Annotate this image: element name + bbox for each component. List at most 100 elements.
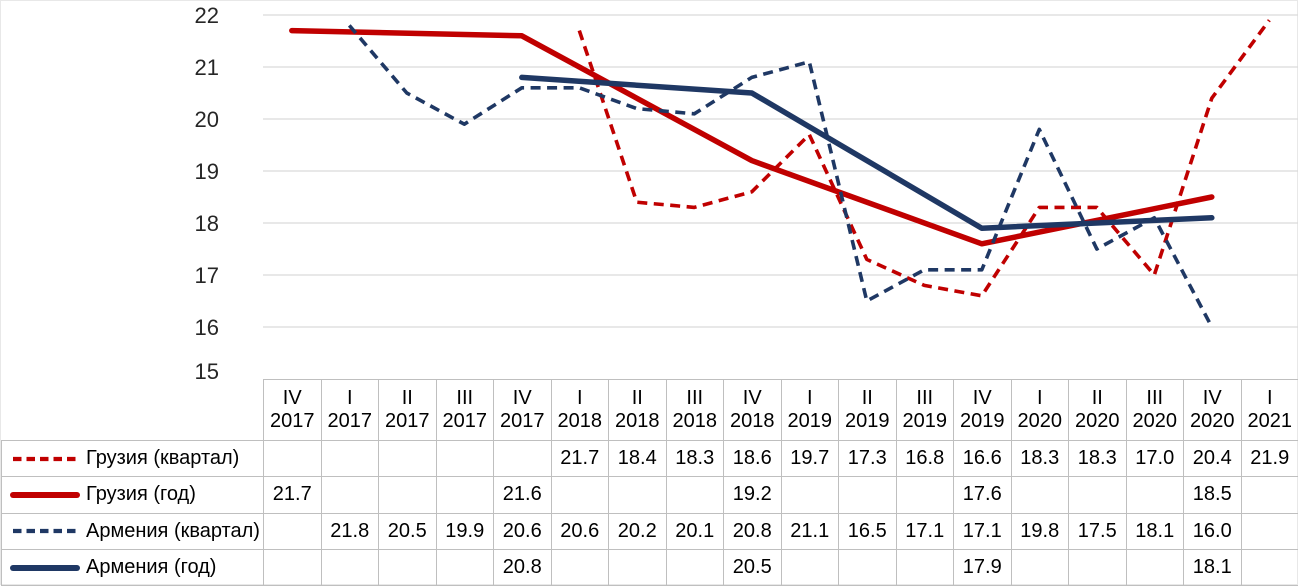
value-cell <box>1069 549 1127 585</box>
year-label: 2020 <box>1069 410 1126 433</box>
value-cell: 18.1 <box>1126 513 1184 549</box>
value-cell <box>839 477 897 513</box>
value-cell: 20.5 <box>379 513 437 549</box>
quarter-label: I <box>1242 387 1298 410</box>
series-name-label: Армения (квартал) <box>86 520 260 543</box>
value-cell <box>1126 477 1184 513</box>
series-name-label: Грузия (год) <box>86 483 196 506</box>
value-cell: 21.8 <box>321 513 379 549</box>
georgia-quarter-line <box>579 20 1269 296</box>
year-label: 2019 <box>897 410 954 433</box>
value-cell: 17.5 <box>1069 513 1127 549</box>
value-cell <box>264 441 322 477</box>
georgia-year-legend-line-sample <box>9 489 81 501</box>
year-label: 2018 <box>724 410 781 433</box>
year-label: 2017 <box>437 410 494 433</box>
year-label: 2018 <box>552 410 609 433</box>
year-label: 2019 <box>839 410 896 433</box>
value-cell <box>1011 477 1069 513</box>
value-cell: 21.7 <box>264 477 322 513</box>
value-cell <box>1241 549 1298 585</box>
value-cell: 21.6 <box>494 477 552 513</box>
value-cell: 16.8 <box>896 441 954 477</box>
y-axis-tick-label: 19 <box>195 159 219 184</box>
value-cell <box>1241 477 1298 513</box>
value-cell: 19.2 <box>724 477 782 513</box>
value-cell <box>551 477 609 513</box>
value-cell: 21.9 <box>1241 441 1298 477</box>
value-cell: 17.1 <box>896 513 954 549</box>
series-row-georgia-year: Грузия (год) 21.7 21.6 19.2 17.6 18.5 <box>2 477 1298 513</box>
y-axis-tick-label: 17 <box>195 263 219 288</box>
year-label: 2017 <box>264 410 321 433</box>
value-cell <box>1011 549 1069 585</box>
georgia-year-line <box>292 31 1212 244</box>
armenia-year-line <box>522 77 1212 228</box>
value-cell: 20.4 <box>1184 441 1242 477</box>
year-label: 2017 <box>379 410 436 433</box>
value-cell: 17.9 <box>954 549 1012 585</box>
value-cell: 20.8 <box>494 549 552 585</box>
value-cell: 18.1 <box>1184 549 1242 585</box>
value-cell: 19.8 <box>1011 513 1069 549</box>
value-cell <box>379 549 437 585</box>
value-cell <box>494 441 552 477</box>
year-label: 2019 <box>954 410 1011 433</box>
year-label: 2021 <box>1242 410 1298 433</box>
value-cell <box>609 477 667 513</box>
value-cell <box>1241 513 1298 549</box>
armenia-year-legend-line-sample <box>9 562 81 574</box>
value-cell: 21.1 <box>781 513 839 549</box>
quarter-label: II <box>1069 387 1126 410</box>
value-cell <box>781 549 839 585</box>
value-cell: 18.5 <box>1184 477 1242 513</box>
value-cell <box>896 477 954 513</box>
value-cell: 17.6 <box>954 477 1012 513</box>
legend-cell-armenia-quarter: Армения (квартал) <box>2 513 264 549</box>
value-cell: 18.3 <box>1069 441 1127 477</box>
year-label: 2020 <box>1127 410 1184 433</box>
armenia-quarter-line <box>349 25 1212 327</box>
value-cell: 16.5 <box>839 513 897 549</box>
value-cell <box>321 477 379 513</box>
quarter-label: II <box>609 387 666 410</box>
year-label: 2019 <box>782 410 839 433</box>
value-cell: 16.0 <box>1184 513 1242 549</box>
y-axis-tick-label: 16 <box>195 315 219 340</box>
value-cell <box>609 549 667 585</box>
value-cell <box>436 549 494 585</box>
value-cell <box>1126 549 1184 585</box>
value-cell <box>839 549 897 585</box>
year-label: 2017 <box>494 410 551 433</box>
armenia-quarter-legend-line-sample <box>9 525 81 537</box>
quarter-label: III <box>1127 387 1184 410</box>
value-cell <box>666 477 724 513</box>
legend-cell-armenia-year: Армения (год) <box>2 549 264 585</box>
legend-cell-georgia-quarter: Грузия (квартал) <box>2 441 264 477</box>
quarter-label: II <box>839 387 896 410</box>
year-label: 2020 <box>1012 410 1069 433</box>
quarter-label: I <box>552 387 609 410</box>
value-cell <box>321 549 379 585</box>
value-cell <box>379 477 437 513</box>
value-cell <box>321 441 379 477</box>
value-cell: 18.6 <box>724 441 782 477</box>
